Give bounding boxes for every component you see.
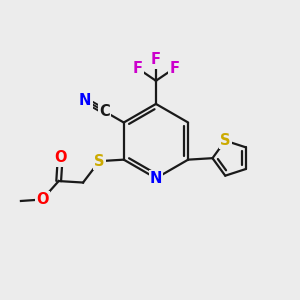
Text: O: O (54, 150, 66, 165)
Text: N: N (150, 171, 162, 186)
Text: F: F (151, 52, 161, 68)
Text: O: O (36, 192, 49, 207)
Text: S: S (94, 154, 105, 169)
Text: F: F (133, 61, 142, 76)
Text: S: S (220, 133, 230, 148)
Text: N: N (79, 93, 91, 108)
Text: F: F (169, 61, 179, 76)
Text: C: C (99, 104, 110, 119)
